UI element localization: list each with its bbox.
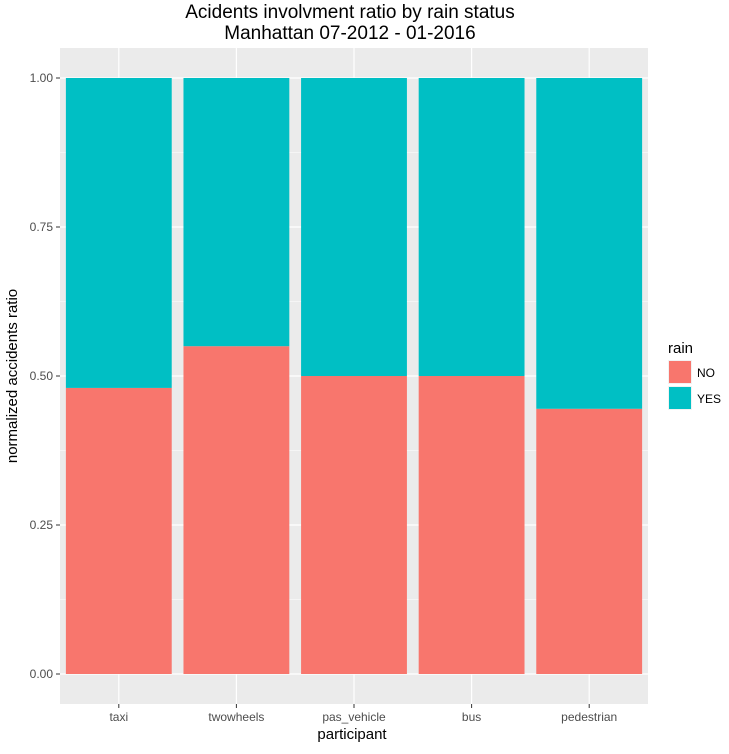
- x-tick-label: pas_vehicle: [322, 710, 386, 724]
- bar-taxi-no: [65, 387, 172, 674]
- y-axis: 0.00 0.25 0.50 0.75 1.00: [30, 71, 60, 681]
- y-axis-title: normalized accidents ratio: [4, 289, 21, 463]
- legend-label: NO: [697, 366, 715, 380]
- bar-pedestrian-yes: [536, 78, 643, 409]
- chart-title: Acidents involvment ratio by rain status: [185, 2, 515, 23]
- y-tick-label: 0.00: [30, 667, 54, 681]
- x-axis-title: participant: [317, 726, 387, 743]
- y-tick-label: 0.75: [30, 220, 54, 234]
- x-tick-label: twowheels: [208, 710, 264, 724]
- bar-bus-yes: [418, 78, 525, 376]
- legend-swatch-no: [669, 361, 691, 383]
- x-tick-label: pedestrian: [561, 710, 617, 724]
- x-tick-label: taxi: [109, 710, 128, 724]
- legend-label: YES: [697, 392, 721, 406]
- legend-swatch-yes: [669, 387, 691, 409]
- x-axis: taxi twowheels pas_vehicle bus pedestrian: [109, 704, 617, 724]
- legend-title: rain: [668, 340, 693, 357]
- y-tick-label: 1.00: [30, 71, 54, 85]
- chart-subtitle: Manhattan 07-2012 - 01-2016: [224, 23, 475, 44]
- bar-bus-no: [418, 376, 525, 674]
- bar-pas_vehicle-yes: [301, 78, 407, 376]
- y-tick-label: 0.25: [30, 518, 54, 532]
- bar-twowheels-no: [183, 346, 290, 674]
- bars: [65, 78, 643, 674]
- bar-pas_vehicle-no: [301, 376, 407, 674]
- x-tick-label: bus: [462, 710, 481, 724]
- bar-taxi-yes: [65, 78, 172, 388]
- bar-pedestrian-no: [536, 408, 643, 674]
- legend: rain NO YES: [668, 340, 721, 410]
- y-tick-label: 0.50: [30, 369, 54, 383]
- bar-twowheels-yes: [183, 78, 290, 347]
